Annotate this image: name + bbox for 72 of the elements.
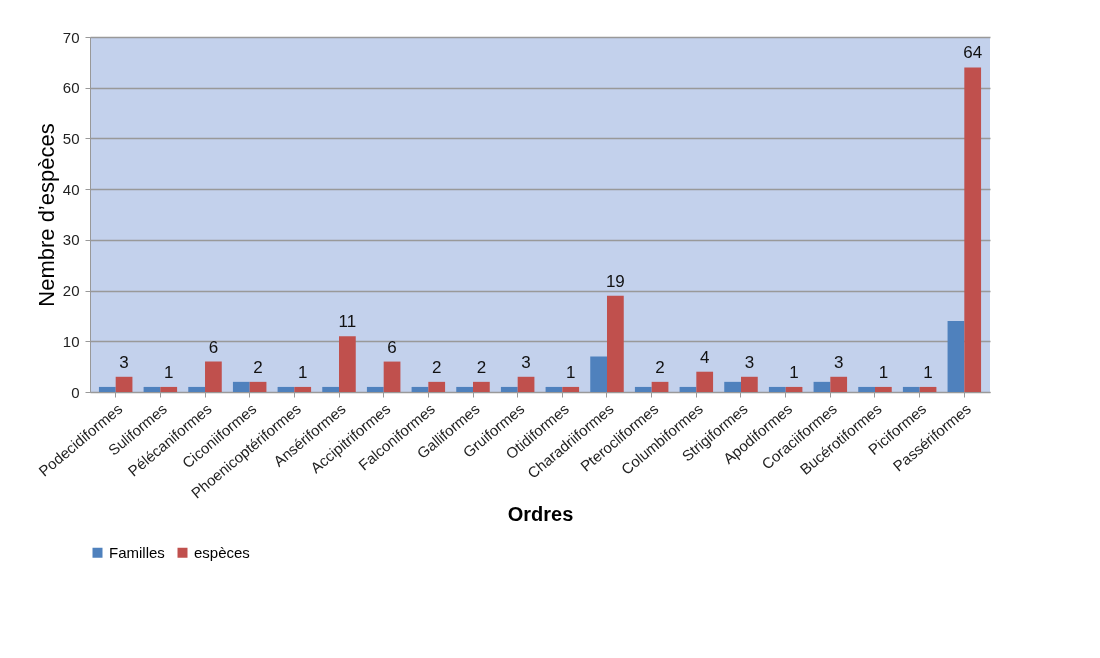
bar xyxy=(724,381,741,392)
bar xyxy=(858,386,875,392)
bar xyxy=(366,386,384,392)
bar xyxy=(607,295,624,392)
y-tick-label: 0 xyxy=(71,383,80,401)
bar xyxy=(473,381,490,392)
bar xyxy=(339,336,356,392)
data-label: 1 xyxy=(789,362,799,382)
y-tick-label: 60 xyxy=(62,79,80,97)
data-label: 1 xyxy=(297,362,308,382)
data-label: 2 xyxy=(476,357,487,377)
bar xyxy=(830,376,848,392)
bar xyxy=(768,386,786,392)
y-tick-label: 50 xyxy=(62,129,80,147)
bar xyxy=(919,386,937,392)
bar xyxy=(411,386,429,392)
y-tick-label: 40 xyxy=(62,180,80,198)
data-label: 3 xyxy=(521,352,531,372)
bar xyxy=(160,386,178,392)
data-label: 3 xyxy=(119,352,129,372)
legend-label: espèces xyxy=(194,543,250,561)
bar xyxy=(651,381,669,392)
bar xyxy=(115,376,133,392)
y-axis-title: Nembre d’espèces xyxy=(33,123,59,307)
bar xyxy=(634,386,652,392)
bar xyxy=(500,386,518,392)
bar xyxy=(456,386,473,392)
bar xyxy=(679,386,697,392)
bar xyxy=(562,386,580,392)
y-tick-label: 10 xyxy=(62,332,80,350)
bar xyxy=(98,386,116,392)
bar xyxy=(188,386,206,392)
y-tick-label: 20 xyxy=(62,282,80,300)
bar xyxy=(874,386,892,392)
data-label: 2 xyxy=(655,357,665,377)
data-label: 3 xyxy=(744,352,755,372)
bar xyxy=(740,376,758,392)
bar xyxy=(545,386,563,392)
bar xyxy=(428,381,446,392)
data-label: 1 xyxy=(163,362,174,382)
bar xyxy=(322,386,340,392)
bar xyxy=(294,386,312,392)
bar xyxy=(517,376,535,392)
data-label: 64 xyxy=(963,43,983,63)
bar xyxy=(205,361,222,392)
data-label: 11 xyxy=(338,312,357,332)
data-label: 4 xyxy=(699,347,710,367)
bar xyxy=(277,386,295,392)
bar xyxy=(590,356,607,392)
bar xyxy=(902,386,920,392)
data-label: 19 xyxy=(605,271,625,291)
bar xyxy=(383,361,401,392)
bar xyxy=(785,386,803,392)
x-axis-title: Ordres xyxy=(507,503,574,526)
data-label: 3 xyxy=(833,352,844,372)
data-label: 2 xyxy=(431,357,442,377)
y-tick-label: 70 xyxy=(62,28,80,46)
data-label: 6 xyxy=(387,337,397,357)
data-label: 1 xyxy=(878,362,889,382)
data-label: 2 xyxy=(253,357,263,377)
data-label: 1 xyxy=(923,362,933,382)
bar xyxy=(947,321,965,392)
bar xyxy=(696,371,714,392)
bar xyxy=(232,381,250,392)
data-label: 6 xyxy=(208,337,219,357)
bar xyxy=(964,67,982,392)
bar xyxy=(813,381,831,392)
legend-label: Familles xyxy=(109,543,165,561)
bar xyxy=(249,381,267,392)
bar xyxy=(143,386,161,392)
y-tick-label: 30 xyxy=(62,231,80,249)
data-label: 1 xyxy=(565,362,576,382)
